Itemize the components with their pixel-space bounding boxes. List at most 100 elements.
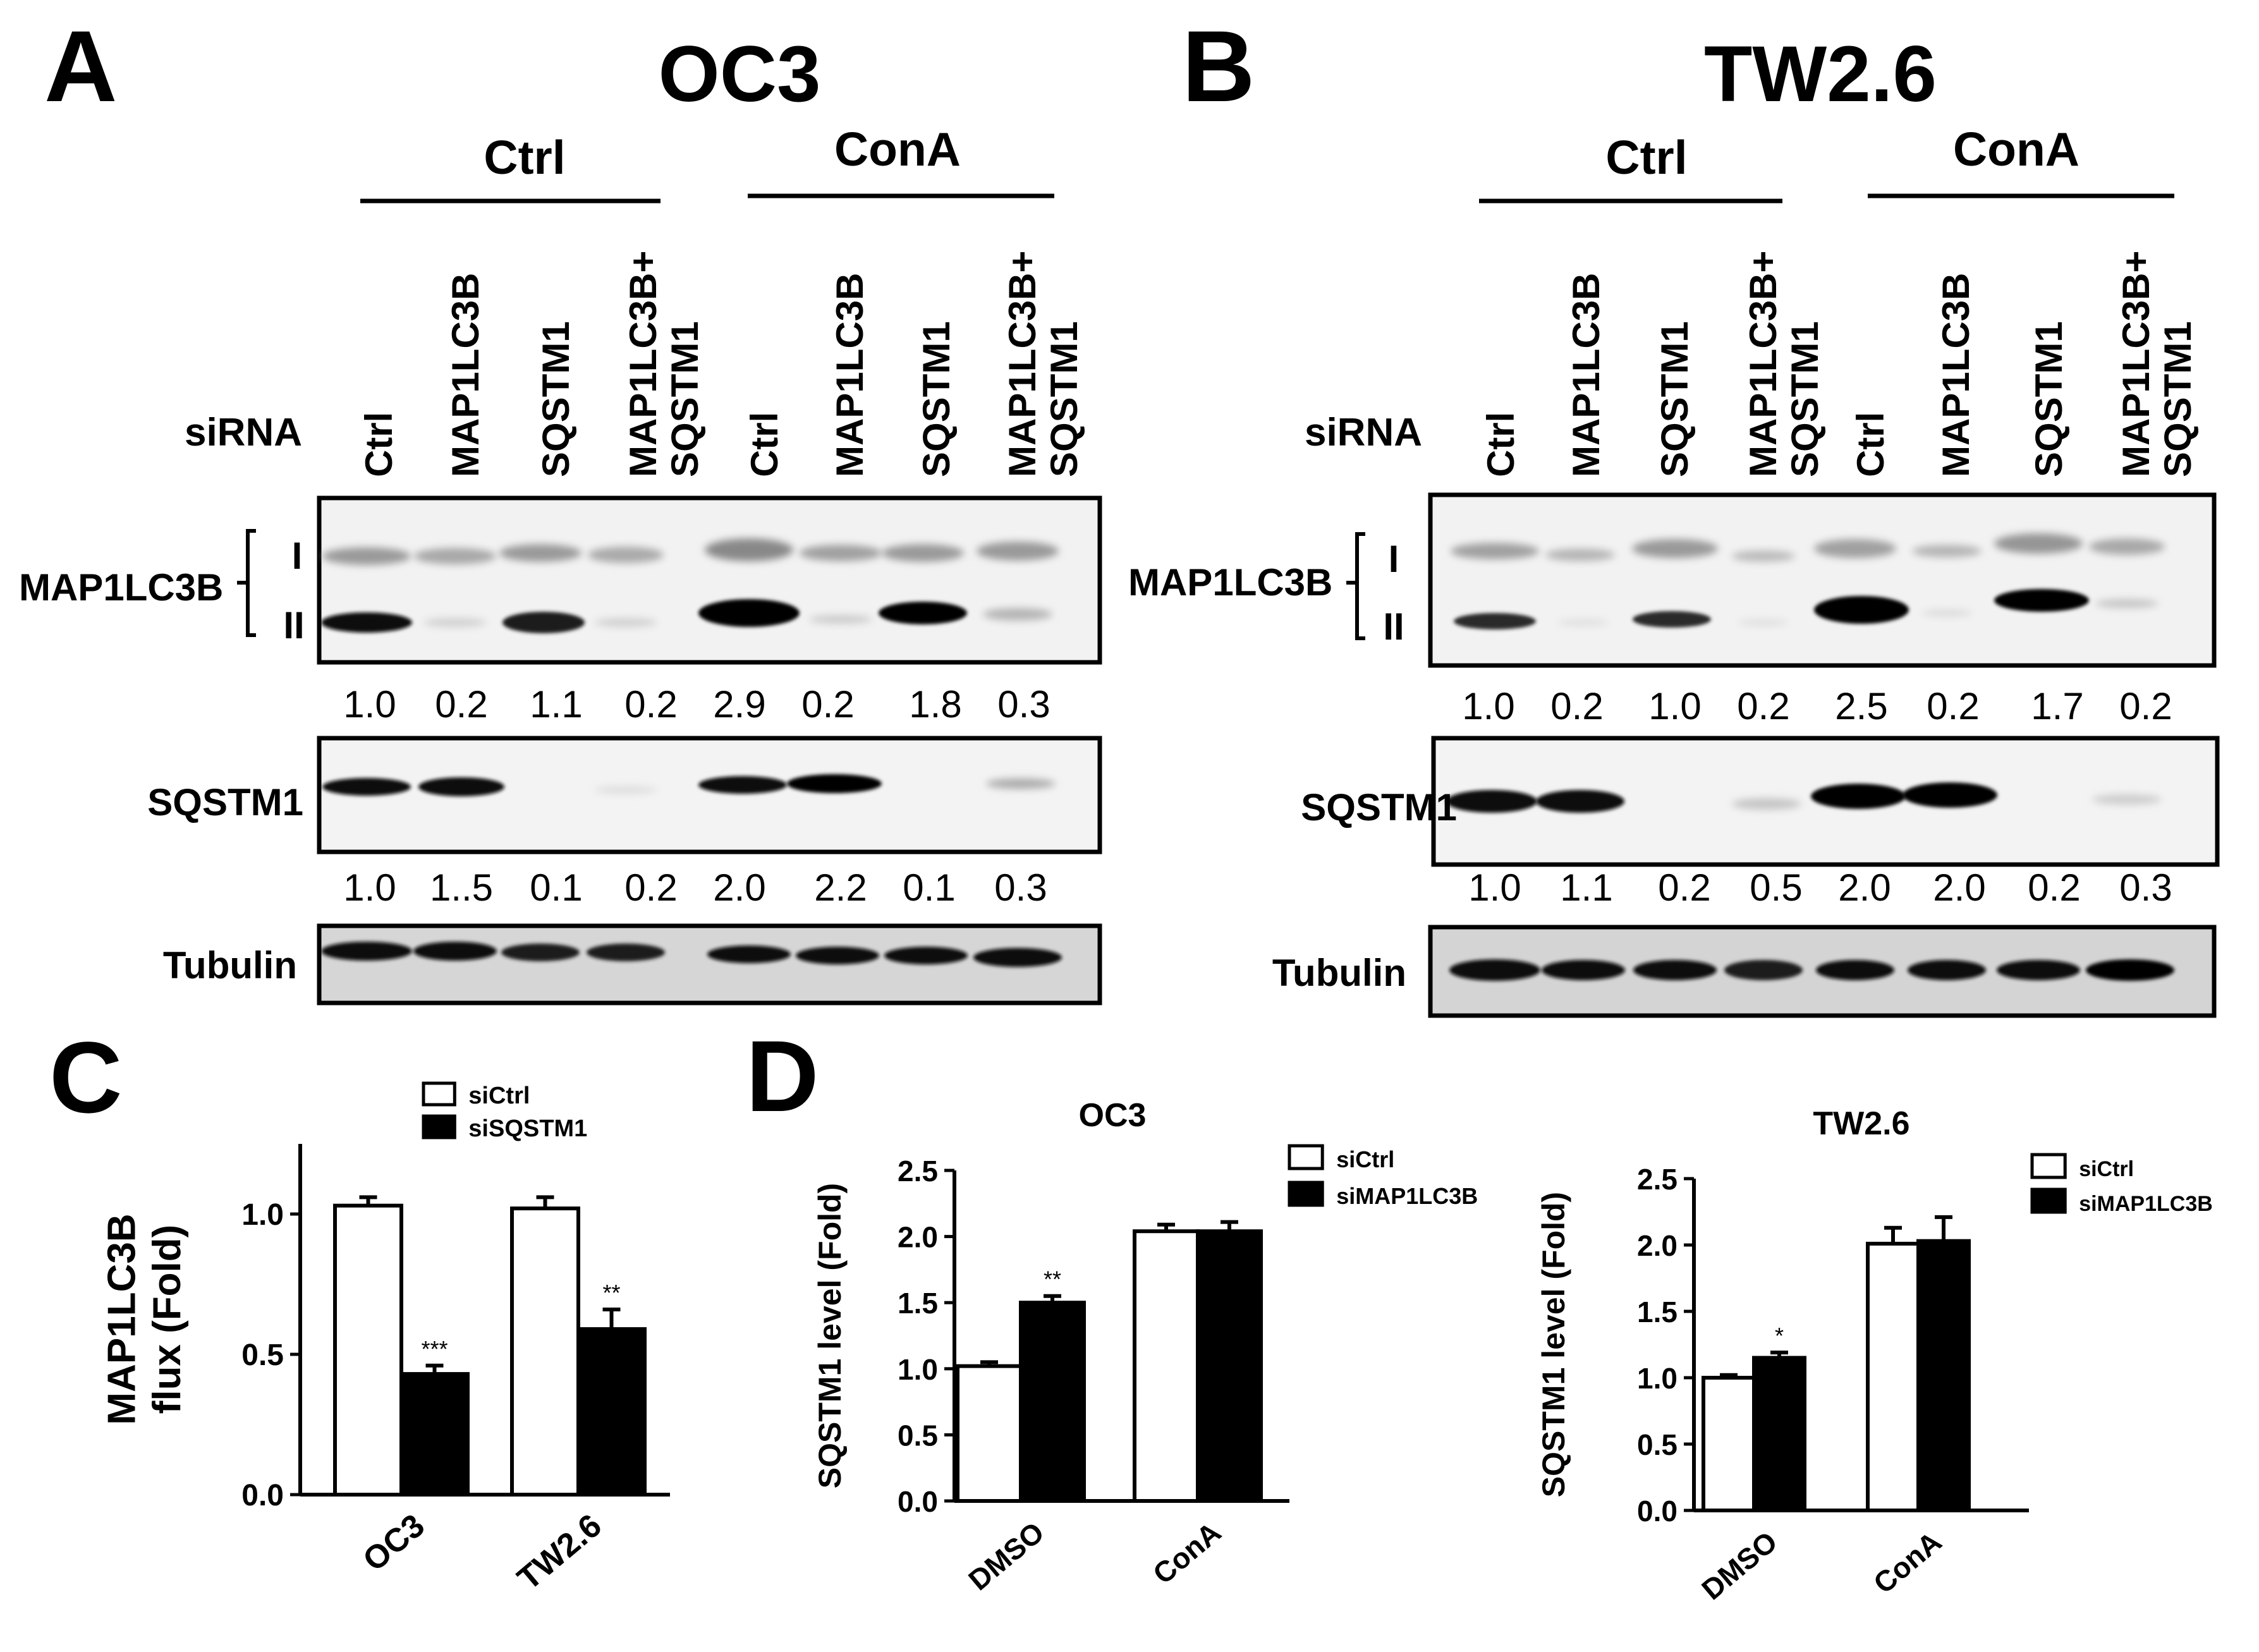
band-sqstm1: [1536, 790, 1624, 813]
band-lc3-ii: [1994, 589, 2089, 612]
quant-value: 2.2: [814, 866, 867, 909]
panel-a-sqstm1-quant: 1.0 1..5 0.1 0.2 2.0 2.2 0.1 0.3: [343, 866, 1047, 909]
band-lc3-i: [800, 545, 882, 561]
band-sqstm1: [1446, 790, 1537, 813]
quant-value: 1..5: [430, 866, 493, 909]
chart-d-oc3: 0.0 0.5 1.0 1.5 2.0 2.5 SQSTM1 level (Fold) OC3…: [812, 1097, 1478, 1596]
quant-value: 0.3: [997, 683, 1050, 726]
category-label: ConA: [1867, 1525, 1947, 1600]
y-tick-label: 0.0: [241, 1479, 284, 1512]
legend-label: siMAP1LC3B: [1336, 1183, 1478, 1209]
panel-letter-c: C: [49, 1021, 123, 1134]
y-tick-label: 1.5: [898, 1287, 938, 1320]
lane-label-line: MAP1LC3B+: [622, 251, 664, 477]
bar: [1133, 1229, 1200, 1503]
bar: [510, 1206, 580, 1497]
band-lc3-ii: [1558, 619, 1609, 626]
quant-value: 1.1: [530, 683, 582, 726]
band-lc3-ii: [321, 612, 412, 633]
panel-b-lane-labels: Ctrl MAP1LC3B SQSTM1 MAP1LC3B+SQSTM1 Ctr…: [1480, 251, 2199, 477]
y-tick-label: 2.0: [898, 1221, 938, 1254]
panel-a-lc3-blot: [317, 495, 1102, 665]
panel-b-sqstm1-bands: [1446, 782, 2162, 813]
legend-swatch: [1288, 1181, 1324, 1207]
y-axis-label-line: flux (Fold): [145, 1225, 189, 1414]
lane-label: MAP1LC3B+SQSTM1: [622, 251, 706, 477]
panel-a-lc3-bracket: [237, 529, 256, 637]
band-tubulin: [707, 945, 791, 963]
lane-label-line: MAP1LC3B+: [1001, 251, 1044, 477]
legend-swatch: [2030, 1153, 2067, 1179]
lane-label: SQSTM1: [2028, 321, 2070, 477]
lane-label: MAP1LC3B: [1935, 273, 1977, 477]
y-tick-label: 1.0: [1637, 1362, 1678, 1395]
bar: [956, 1364, 1023, 1503]
lane-label-line: Ctrl: [1849, 412, 1892, 477]
panel-a-band-ii-label: II: [283, 604, 304, 647]
quant-value: 0.5: [1750, 866, 1802, 909]
quant-value: 0.2: [624, 866, 677, 909]
panel-a-tubulin-blot: [317, 923, 1102, 1005]
y-axis-label: SQSTM1 level (Fold): [812, 1183, 848, 1488]
panel-b-group-ctrl: Ctrl: [1605, 131, 1687, 184]
band-sqstm1: [594, 786, 657, 794]
y-tick-label: 1.0: [241, 1198, 284, 1232]
legend-swatch: [2030, 1187, 2067, 1214]
band-lc3-i: [414, 548, 496, 564]
bar: [1702, 1376, 1756, 1512]
quant-value: 1.7: [2031, 685, 2083, 727]
quant-value: 1.8: [909, 683, 961, 726]
panel-letter-a: A: [44, 9, 118, 123]
lane-label: MAP1LC3B+SQSTM1: [1001, 251, 1085, 477]
lane-label-line: MAP1LC3B: [829, 273, 871, 477]
band-tubulin: [1633, 960, 1717, 980]
lane-label: MAP1LC3B: [829, 273, 871, 477]
panel-a-lc3-quant: 1.0 0.2 1.1 0.2 2.9 0.2 1.8 0.3: [343, 683, 1050, 726]
band-lc3-i: [1451, 543, 1539, 559]
band-lc3-i: [1632, 539, 1718, 558]
quant-value: 1.0: [343, 683, 396, 726]
y-axis-label-line: SQSTM1 level (Fold): [812, 1183, 848, 1488]
lane-label: Ctrl: [1849, 412, 1892, 477]
y-axis-label-line: SQSTM1 level (Fold): [1536, 1192, 1571, 1497]
category-label: ConA: [1147, 1515, 1227, 1591]
panel-a: A OC3 Ctrl ConA siRNA Ctrl MAP1LC3B SQST…: [19, 9, 1102, 1005]
panel-a-title: OC3: [658, 30, 820, 118]
band-lc3-ii: [2095, 599, 2159, 608]
panel-a-group-cona: ConA: [834, 123, 961, 176]
legend-label: siMAP1LC3B: [2079, 1192, 2213, 1216]
lane-label-line: Ctrl: [743, 412, 786, 477]
y-tick-label: 2.5: [1637, 1163, 1678, 1196]
lane-label-line: SQSTM1: [2028, 321, 2070, 477]
panel-b-lc3-label: MAP1LC3B: [1128, 561, 1332, 604]
band-tubulin: [321, 942, 412, 961]
panel-a-tubulin-label: Tubulin: [163, 944, 297, 987]
quant-value: 2.9: [713, 683, 765, 726]
quant-value: 1.0: [343, 866, 396, 909]
panel-a-sqstm1-bands: [322, 774, 1056, 796]
lane-label: Ctrl: [743, 412, 786, 477]
band-tubulin: [2086, 959, 2174, 981]
band-lc3-i: [1994, 533, 2083, 554]
panel-a-group-ctrl: Ctrl: [484, 131, 565, 184]
y-tick-label: 0.5: [898, 1419, 938, 1452]
quant-value: 1.0: [1462, 685, 1514, 727]
quant-value: 1.1: [1560, 866, 1612, 909]
lane-label-line: SQSTM1: [1043, 321, 1085, 477]
quant-value: 1.0: [1468, 866, 1521, 909]
category-label: TW2.6: [511, 1507, 609, 1598]
y-axis-label-line: MAP1LC3B: [100, 1213, 144, 1424]
significance-label: *: [1775, 1323, 1784, 1349]
panel-b-lc3-quant: 1.0 0.2 1.0 0.2 2.5 0.2 1.7 0.2: [1462, 685, 2172, 727]
band-lc3-i: [1545, 549, 1615, 561]
y-axis-label: SQSTM1 level (Fold): [1536, 1192, 1571, 1497]
panel-a-sqstm1-blot: [317, 736, 1102, 854]
band-lc3-ii: [502, 612, 585, 633]
band-lc3-ii: [1921, 610, 1972, 616]
lane-label-line: SQSTM1: [2157, 321, 2199, 477]
quant-value: 0.2: [2119, 685, 2172, 727]
band-lc3-ii: [983, 608, 1052, 621]
quant-value: 0.2: [2028, 866, 2080, 909]
band-sqstm1: [1732, 798, 1801, 810]
